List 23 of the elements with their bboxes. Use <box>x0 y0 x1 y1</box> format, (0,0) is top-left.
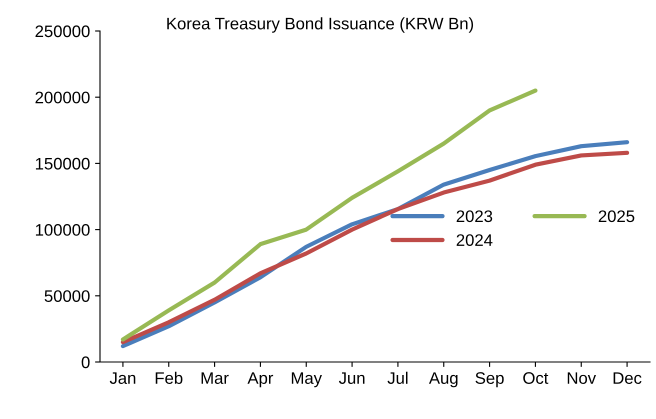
y-tick-label: 0 <box>82 356 90 368</box>
y-tick-label: 100000 <box>36 224 90 236</box>
y-tick-label: 150000 <box>36 158 90 170</box>
y-tick-label: 50000 <box>44 290 90 302</box>
legend-label: 2023 <box>456 210 492 222</box>
y-tick-label: 250000 <box>36 25 90 38</box>
x-tick-label: Jan <box>110 372 136 384</box>
legend-label: 2024 <box>456 234 492 246</box>
x-tick-label: Sep <box>476 372 504 388</box>
x-tick-label: Dec <box>614 372 642 384</box>
line-series <box>120 88 538 342</box>
y-tick-label: 200000 <box>36 92 90 104</box>
x-tick-label: Apr <box>247 372 274 388</box>
x-tick-label: Jul <box>388 372 408 384</box>
x-tick-label: Aug <box>428 372 458 388</box>
x-tick-label: Feb <box>156 372 182 384</box>
x-tick-label: Oct <box>523 372 548 384</box>
x-tick-label: May <box>292 372 322 388</box>
legend-label: 2025 <box>598 210 634 222</box>
x-tick-label: Jun <box>338 372 364 384</box>
chart-title: Korea Treasury Bond Issuance (KRW Bn) <box>167 17 474 33</box>
x-tick-label: Nov <box>568 372 596 384</box>
x-tick-label: Mar <box>202 372 229 384</box>
